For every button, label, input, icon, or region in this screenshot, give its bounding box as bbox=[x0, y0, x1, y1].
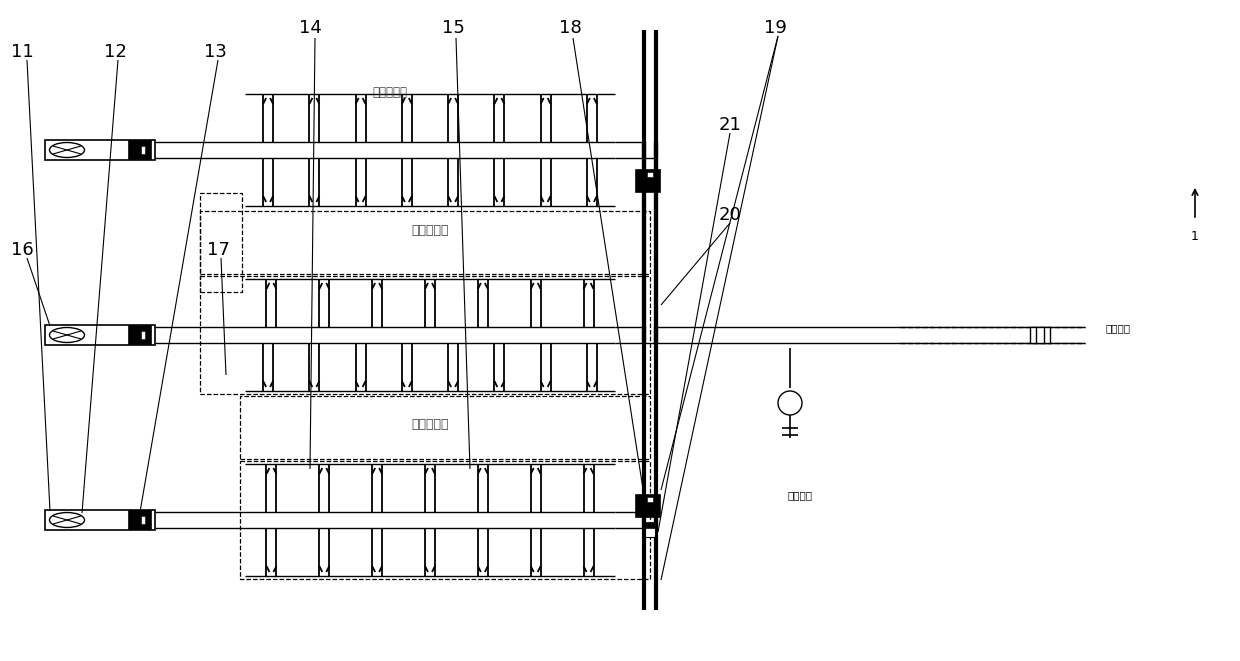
Bar bbox=[241, 396, 650, 459]
Text: 19: 19 bbox=[764, 19, 786, 37]
Bar bbox=[129, 326, 151, 344]
Text: 1: 1 bbox=[1192, 230, 1199, 243]
Bar bbox=[200, 276, 650, 394]
Text: 12: 12 bbox=[104, 43, 126, 61]
Text: 充气系统: 充气系统 bbox=[787, 490, 812, 500]
Text: 21: 21 bbox=[718, 116, 742, 134]
Bar bbox=[647, 497, 653, 502]
Text: 13: 13 bbox=[203, 43, 227, 61]
Bar bbox=[141, 146, 145, 154]
Text: 15: 15 bbox=[441, 19, 465, 37]
Bar bbox=[141, 331, 145, 339]
Bar bbox=[636, 170, 660, 192]
Bar bbox=[129, 141, 151, 159]
Text: 第一组锂泡: 第一组锂泡 bbox=[372, 87, 408, 100]
Ellipse shape bbox=[50, 327, 84, 342]
Bar bbox=[645, 525, 655, 537]
Bar bbox=[200, 211, 650, 274]
Ellipse shape bbox=[50, 512, 84, 527]
Bar bbox=[45, 325, 155, 345]
Text: 14: 14 bbox=[299, 19, 321, 37]
Text: 第二组锂泡: 第二组锂泡 bbox=[412, 223, 449, 237]
Bar bbox=[45, 510, 155, 530]
Text: 真空系统: 真空系统 bbox=[1105, 323, 1130, 333]
Bar bbox=[1030, 327, 1050, 343]
Bar bbox=[200, 193, 242, 292]
Text: 11: 11 bbox=[11, 43, 33, 61]
Text: 第一组锂泡: 第一组锂泡 bbox=[412, 418, 449, 432]
Bar bbox=[636, 495, 660, 517]
Ellipse shape bbox=[50, 143, 84, 157]
Bar bbox=[241, 461, 650, 579]
Bar bbox=[141, 516, 145, 524]
Text: 20: 20 bbox=[719, 206, 742, 224]
Bar bbox=[645, 523, 655, 528]
Bar bbox=[129, 511, 151, 529]
Text: 16: 16 bbox=[11, 241, 33, 259]
Circle shape bbox=[777, 391, 802, 415]
Bar bbox=[647, 172, 653, 177]
Text: 17: 17 bbox=[207, 241, 229, 259]
Text: 18: 18 bbox=[559, 19, 582, 37]
Bar bbox=[45, 140, 155, 160]
